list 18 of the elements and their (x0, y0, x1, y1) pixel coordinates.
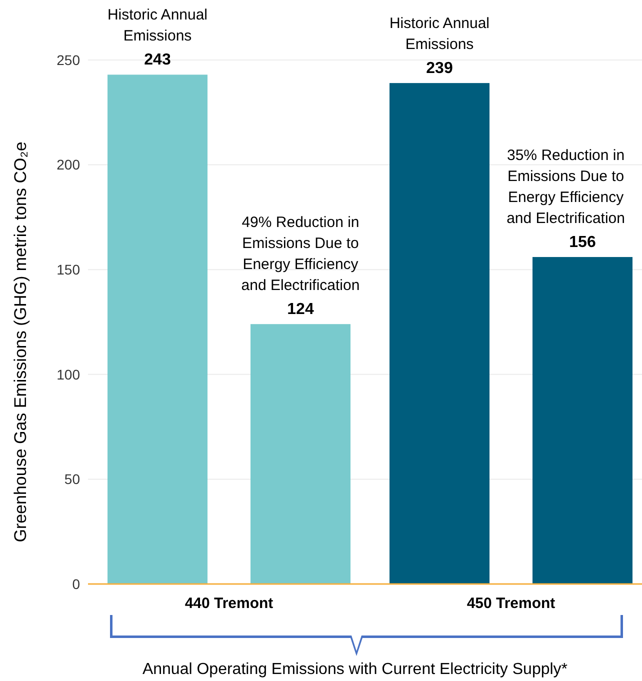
data-label: 243 (144, 52, 171, 69)
y-tick-label: 200 (56, 156, 80, 173)
annotation: 35% Reduction in Emissions Due to Energy Efficiency and Electrification (506, 147, 626, 228)
text: Historic Annual Emissions (107, 6, 208, 45)
y-tick-label: 250 (56, 52, 80, 68)
x-tick-label: 450 Tremont (466, 595, 556, 612)
data-label: 124 (287, 301, 314, 318)
data-label: 156 (569, 234, 596, 252)
x-axis-title: Annual Operating Emissions with Current Electricity Supply* (142, 661, 568, 678)
y-axis-title: Greenhouse Gas Emissions (GHG) metric tons CO₂e (11, 142, 30, 542)
data-label: 239 (426, 60, 453, 78)
y-tick-label: 50 (64, 471, 80, 488)
y-tick-label: 150 (56, 262, 80, 278)
annotation: 49% Reduction in Emissions Due to Energy Efficiency and Electrification (241, 214, 360, 294)
text: Historic Annual Emissions (389, 15, 490, 54)
y-tick-label: 100 (56, 366, 80, 382)
y-tick-label: 0 (72, 576, 80, 592)
x-tick-label: 440 Tremont (184, 595, 274, 612)
